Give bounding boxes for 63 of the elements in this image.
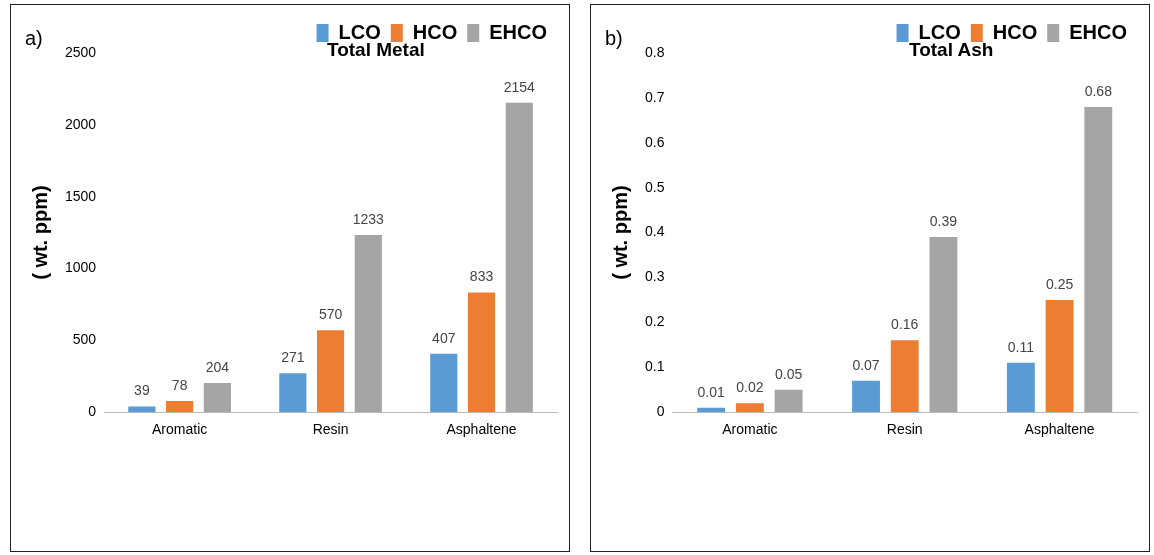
y-tick-label: 0.6: [644, 133, 665, 150]
bar: [279, 373, 307, 413]
y-tick-label: 500: [72, 331, 97, 348]
y-axis-title: ( wt. ppm): [28, 185, 51, 280]
data-label: 570: [318, 306, 343, 323]
bar: [774, 389, 803, 413]
text: b): [605, 27, 623, 50]
bar: [1045, 299, 1074, 413]
data-label: 0.07: [852, 356, 880, 373]
data-label: 204: [205, 358, 230, 375]
data-label: 39: [134, 382, 150, 399]
bar: [505, 102, 533, 413]
data-label: 78: [171, 376, 188, 393]
bar: [929, 237, 958, 413]
y-tick-label: 0.7: [644, 88, 665, 105]
data-label: 833: [469, 268, 494, 285]
bar: [467, 292, 496, 413]
bar: [166, 400, 194, 413]
data-label: 0.01: [697, 383, 726, 400]
y-tick-label: 1500: [64, 187, 97, 204]
bar: [430, 353, 458, 413]
bar: [852, 380, 880, 413]
y-tick-label: 0.4: [644, 223, 665, 240]
x-tick-label: Resin: [886, 421, 923, 438]
y-tick-label: 0.3: [644, 268, 665, 285]
x-tick-label: Asphaltene: [1024, 421, 1095, 438]
y-tick-label: 0: [656, 403, 665, 420]
legend-label: EHCO: [1069, 20, 1128, 43]
y-tick-label: 0.5: [644, 178, 665, 195]
y-tick-label: 2500: [64, 43, 97, 60]
x-tick-label: Resin: [312, 421, 349, 438]
data-label: 0.68: [1084, 82, 1113, 99]
bar: [890, 340, 919, 413]
y-tick-label: 0.2: [644, 313, 665, 330]
x-tick-label: Asphaltene: [446, 421, 517, 438]
y-tick-label: 0: [88, 403, 97, 420]
y-tick-label: 1000: [64, 259, 97, 276]
data-label: 0.25: [1045, 275, 1074, 292]
data-label: 0.11: [1007, 338, 1035, 355]
legend-label: EHCO: [489, 20, 548, 43]
data-label: 0.05: [774, 365, 803, 382]
bar: [354, 235, 382, 413]
bar: [697, 407, 726, 413]
bar: [735, 403, 764, 413]
data-label: 271: [281, 349, 305, 366]
y-axis-title: ( wt. ppm): [608, 185, 631, 280]
text: a): [25, 27, 43, 50]
x-tick-label: Aromatic: [722, 421, 778, 438]
data-label: 2154: [503, 78, 536, 95]
x-tick-label: Aromatic: [152, 421, 208, 438]
bar: [316, 330, 345, 413]
data-label: 407: [432, 329, 456, 346]
bar: [1084, 106, 1113, 413]
y-tick-label: 0.8: [644, 43, 665, 60]
data-label: 0.39: [929, 212, 958, 229]
bar: [203, 382, 231, 413]
bar: [1006, 362, 1035, 413]
data-label: 0.02: [736, 379, 764, 396]
data-label: 1233: [352, 210, 385, 227]
y-tick-label: 0.1: [644, 358, 665, 375]
y-tick-label: 2000: [64, 115, 97, 132]
legend-label: HCO: [992, 20, 1038, 43]
data-label: 0.16: [891, 316, 919, 333]
